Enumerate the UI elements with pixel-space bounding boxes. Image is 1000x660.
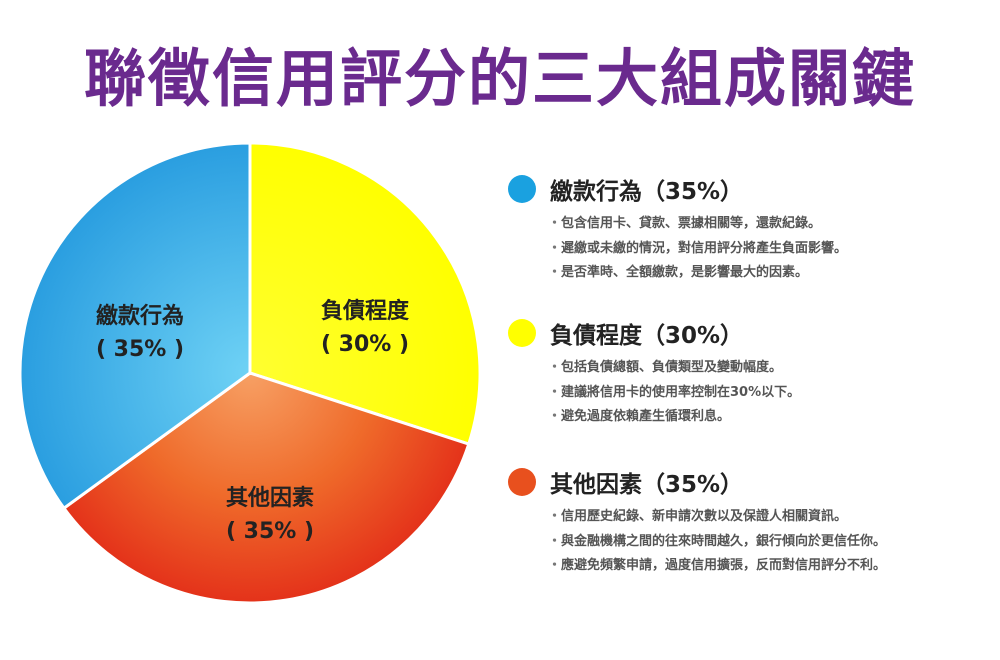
legend-bullet: 是否準時、全額繳款，是影響最大的因素。 xyxy=(548,261,847,286)
legend-title-debt: 負債程度（30%） xyxy=(550,323,744,349)
chart-title: 聯徵信用評分的三大組成關鍵 xyxy=(83,42,916,115)
slice-label-payment: 繳款行為 xyxy=(96,303,184,329)
legend-bullet: 建議將信用卡的使用率控制在30%以下。 xyxy=(548,381,800,406)
slice-label-other: 其他因素 xyxy=(226,485,314,511)
slice-label-debt: 負債程度 xyxy=(321,298,410,324)
legend-bullet: 包含信用卡、貸款、票據相關等，還款紀錄。 xyxy=(548,212,847,237)
legend-bullets-debt: 包括負債總額、負債類型及變動幅度。 建議將信用卡的使用率控制在30%以下。 避免… xyxy=(548,356,800,430)
legend-bullet: 避免過度依賴產生循環利息。 xyxy=(548,405,800,430)
legend-bullet: 與金融機構之間的往來時間越久，銀行傾向於更信任你。 xyxy=(548,530,886,555)
legend-marker-payment xyxy=(508,175,536,203)
legend-bullet: 包括負債總額、負債類型及變動幅度。 xyxy=(548,356,800,381)
pie-slice-other xyxy=(61,371,471,605)
legend-marker-debt xyxy=(508,319,536,347)
legend-title-other: 其他因素（35%） xyxy=(550,472,744,498)
legend-marker-other xyxy=(508,468,536,496)
pie-slice-debt xyxy=(248,141,482,446)
legend-bullets-payment: 包含信用卡、貸款、票據相關等，還款紀錄。 遲繳或未繳的情況，對信用評分將產生負面… xyxy=(548,212,847,286)
slice-value-other: ( 35% ) xyxy=(226,519,314,544)
legend-item-payment: 繳款行為（35%） 包含信用卡、貸款、票據相關等，還款紀錄。 遲繳或未繳的情況，… xyxy=(508,172,847,286)
legend-bullet: 應避免頻繁申請，過度信用擴張，反而對信用評分不利。 xyxy=(548,554,886,579)
slice-value-debt: ( 30% ) xyxy=(321,332,409,357)
legend-bullets-other: 信用歷史紀錄、新申請次數以及保證人相關資訊。 與金融機構之間的往來時間越久，銀行… xyxy=(548,505,886,579)
legend-item-debt: 負債程度（30%） 包括負債總額、負債類型及變動幅度。 建議將信用卡的使用率控制… xyxy=(508,316,800,430)
slice-value-payment: ( 35% ) xyxy=(96,337,184,362)
legend-title-payment: 繳款行為（35%） xyxy=(550,179,744,205)
legend-bullet: 信用歷史紀錄、新申請次數以及保證人相關資訊。 xyxy=(548,505,886,530)
legend-item-other: 其他因素（35%） 信用歷史紀錄、新申請次數以及保證人相關資訊。 與金融機構之間… xyxy=(508,465,886,579)
legend-bullet: 遲繳或未繳的情況，對信用評分將產生負面影響。 xyxy=(548,237,847,262)
pie-slice-payment xyxy=(18,141,252,511)
